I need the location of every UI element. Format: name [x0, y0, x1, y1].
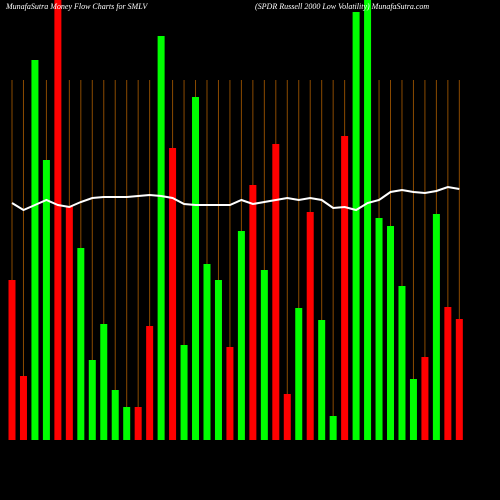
bar [19, 376, 27, 440]
bar [203, 264, 211, 440]
bar [306, 212, 314, 440]
bar [88, 360, 96, 440]
bar [31, 60, 39, 440]
bar [157, 36, 165, 440]
bar [364, 0, 372, 440]
bar [237, 231, 245, 440]
bar [375, 218, 383, 440]
bar [180, 345, 188, 440]
bar [192, 97, 200, 440]
chart-title: MunafaSutra Money Flow Charts for SMLV [5, 2, 148, 11]
bar [272, 144, 280, 440]
bar [42, 160, 50, 440]
bar [318, 320, 326, 440]
bar [65, 206, 73, 440]
bar [214, 280, 222, 440]
bar [421, 357, 429, 440]
line [11, 185, 460, 212]
bar [169, 148, 177, 440]
bar [134, 407, 142, 440]
chart-subtitle: (SPDR Russell 2000 Low Volatility) Munaf… [255, 2, 429, 11]
bar [409, 379, 417, 440]
bar [352, 12, 360, 440]
bar [260, 270, 268, 440]
bar [341, 136, 349, 440]
bar [123, 407, 131, 440]
bar [146, 326, 154, 440]
bar [455, 319, 463, 440]
bar [54, 0, 62, 440]
plot-area [8, 0, 463, 440]
bar [77, 248, 85, 440]
bar [8, 280, 16, 440]
bar [329, 416, 337, 440]
bar [100, 324, 108, 440]
bar [295, 308, 303, 440]
bar [398, 286, 406, 440]
bar [249, 185, 257, 440]
bar [111, 390, 119, 440]
bar [283, 394, 291, 440]
bar [226, 347, 234, 440]
bar [432, 214, 440, 440]
bar [387, 226, 395, 440]
bar [444, 307, 452, 440]
